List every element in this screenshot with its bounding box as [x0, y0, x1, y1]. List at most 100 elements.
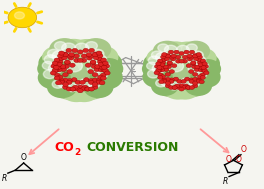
- Circle shape: [198, 63, 203, 67]
- Circle shape: [167, 61, 172, 65]
- Circle shape: [196, 79, 201, 83]
- Circle shape: [155, 74, 188, 97]
- Circle shape: [100, 73, 106, 77]
- Circle shape: [176, 59, 181, 63]
- Circle shape: [87, 63, 102, 74]
- Circle shape: [52, 51, 67, 61]
- Circle shape: [99, 81, 105, 85]
- Circle shape: [66, 87, 72, 91]
- Circle shape: [187, 54, 192, 58]
- Circle shape: [189, 79, 200, 87]
- Circle shape: [165, 81, 171, 85]
- Circle shape: [160, 63, 165, 67]
- Circle shape: [161, 56, 202, 85]
- Circle shape: [98, 61, 110, 70]
- Circle shape: [152, 64, 165, 73]
- Circle shape: [197, 61, 203, 64]
- Circle shape: [90, 60, 96, 64]
- Circle shape: [157, 69, 162, 72]
- Circle shape: [165, 53, 170, 57]
- Circle shape: [92, 49, 104, 58]
- Circle shape: [204, 71, 209, 75]
- Circle shape: [162, 53, 167, 56]
- Circle shape: [52, 74, 87, 100]
- Circle shape: [89, 48, 95, 53]
- Circle shape: [167, 62, 172, 65]
- Circle shape: [58, 55, 102, 86]
- Circle shape: [169, 55, 175, 59]
- Circle shape: [165, 77, 170, 81]
- Circle shape: [67, 70, 73, 74]
- Circle shape: [96, 80, 102, 84]
- Circle shape: [79, 78, 93, 88]
- Circle shape: [152, 51, 163, 59]
- Circle shape: [187, 48, 217, 69]
- Circle shape: [68, 79, 100, 102]
- Circle shape: [190, 66, 221, 88]
- Circle shape: [93, 58, 123, 80]
- Circle shape: [193, 53, 198, 57]
- Circle shape: [182, 60, 217, 85]
- Circle shape: [177, 48, 214, 74]
- Circle shape: [187, 57, 192, 61]
- Circle shape: [101, 58, 106, 62]
- Circle shape: [57, 60, 63, 64]
- Circle shape: [179, 52, 184, 55]
- Circle shape: [183, 84, 188, 88]
- Circle shape: [77, 89, 83, 93]
- Circle shape: [52, 68, 58, 73]
- Circle shape: [149, 48, 186, 74]
- Circle shape: [186, 86, 191, 89]
- Circle shape: [8, 7, 37, 28]
- Text: O: O: [21, 153, 27, 162]
- Circle shape: [70, 87, 76, 91]
- Circle shape: [182, 86, 187, 89]
- Circle shape: [58, 54, 63, 58]
- Circle shape: [88, 51, 122, 76]
- Circle shape: [163, 79, 192, 100]
- Circle shape: [71, 78, 77, 82]
- Circle shape: [63, 85, 68, 89]
- Circle shape: [56, 62, 62, 66]
- Circle shape: [182, 41, 210, 61]
- Circle shape: [92, 73, 98, 77]
- Circle shape: [44, 55, 57, 64]
- Circle shape: [67, 54, 73, 58]
- Circle shape: [179, 87, 184, 91]
- Circle shape: [103, 68, 109, 73]
- Circle shape: [55, 81, 61, 85]
- Circle shape: [202, 69, 208, 72]
- Circle shape: [200, 64, 205, 67]
- Circle shape: [177, 45, 189, 54]
- Circle shape: [102, 61, 108, 65]
- Circle shape: [201, 69, 206, 72]
- Circle shape: [171, 57, 176, 61]
- Circle shape: [88, 80, 94, 84]
- Circle shape: [158, 66, 164, 70]
- Circle shape: [191, 62, 196, 65]
- Circle shape: [98, 62, 104, 66]
- Circle shape: [195, 65, 200, 69]
- Circle shape: [88, 70, 94, 74]
- Circle shape: [181, 80, 186, 83]
- Circle shape: [161, 55, 166, 59]
- Circle shape: [188, 70, 194, 74]
- Circle shape: [42, 46, 74, 69]
- Circle shape: [86, 42, 97, 50]
- Circle shape: [92, 53, 98, 57]
- Circle shape: [166, 65, 171, 69]
- Circle shape: [76, 46, 115, 75]
- Circle shape: [53, 65, 59, 69]
- Circle shape: [156, 62, 161, 66]
- Circle shape: [176, 82, 187, 90]
- Circle shape: [53, 68, 59, 72]
- Circle shape: [169, 78, 174, 82]
- Circle shape: [151, 76, 179, 96]
- Circle shape: [64, 64, 69, 68]
- Circle shape: [64, 60, 70, 64]
- Circle shape: [174, 50, 179, 54]
- Circle shape: [98, 68, 104, 72]
- Circle shape: [42, 59, 79, 86]
- Circle shape: [104, 64, 110, 68]
- Circle shape: [177, 80, 182, 83]
